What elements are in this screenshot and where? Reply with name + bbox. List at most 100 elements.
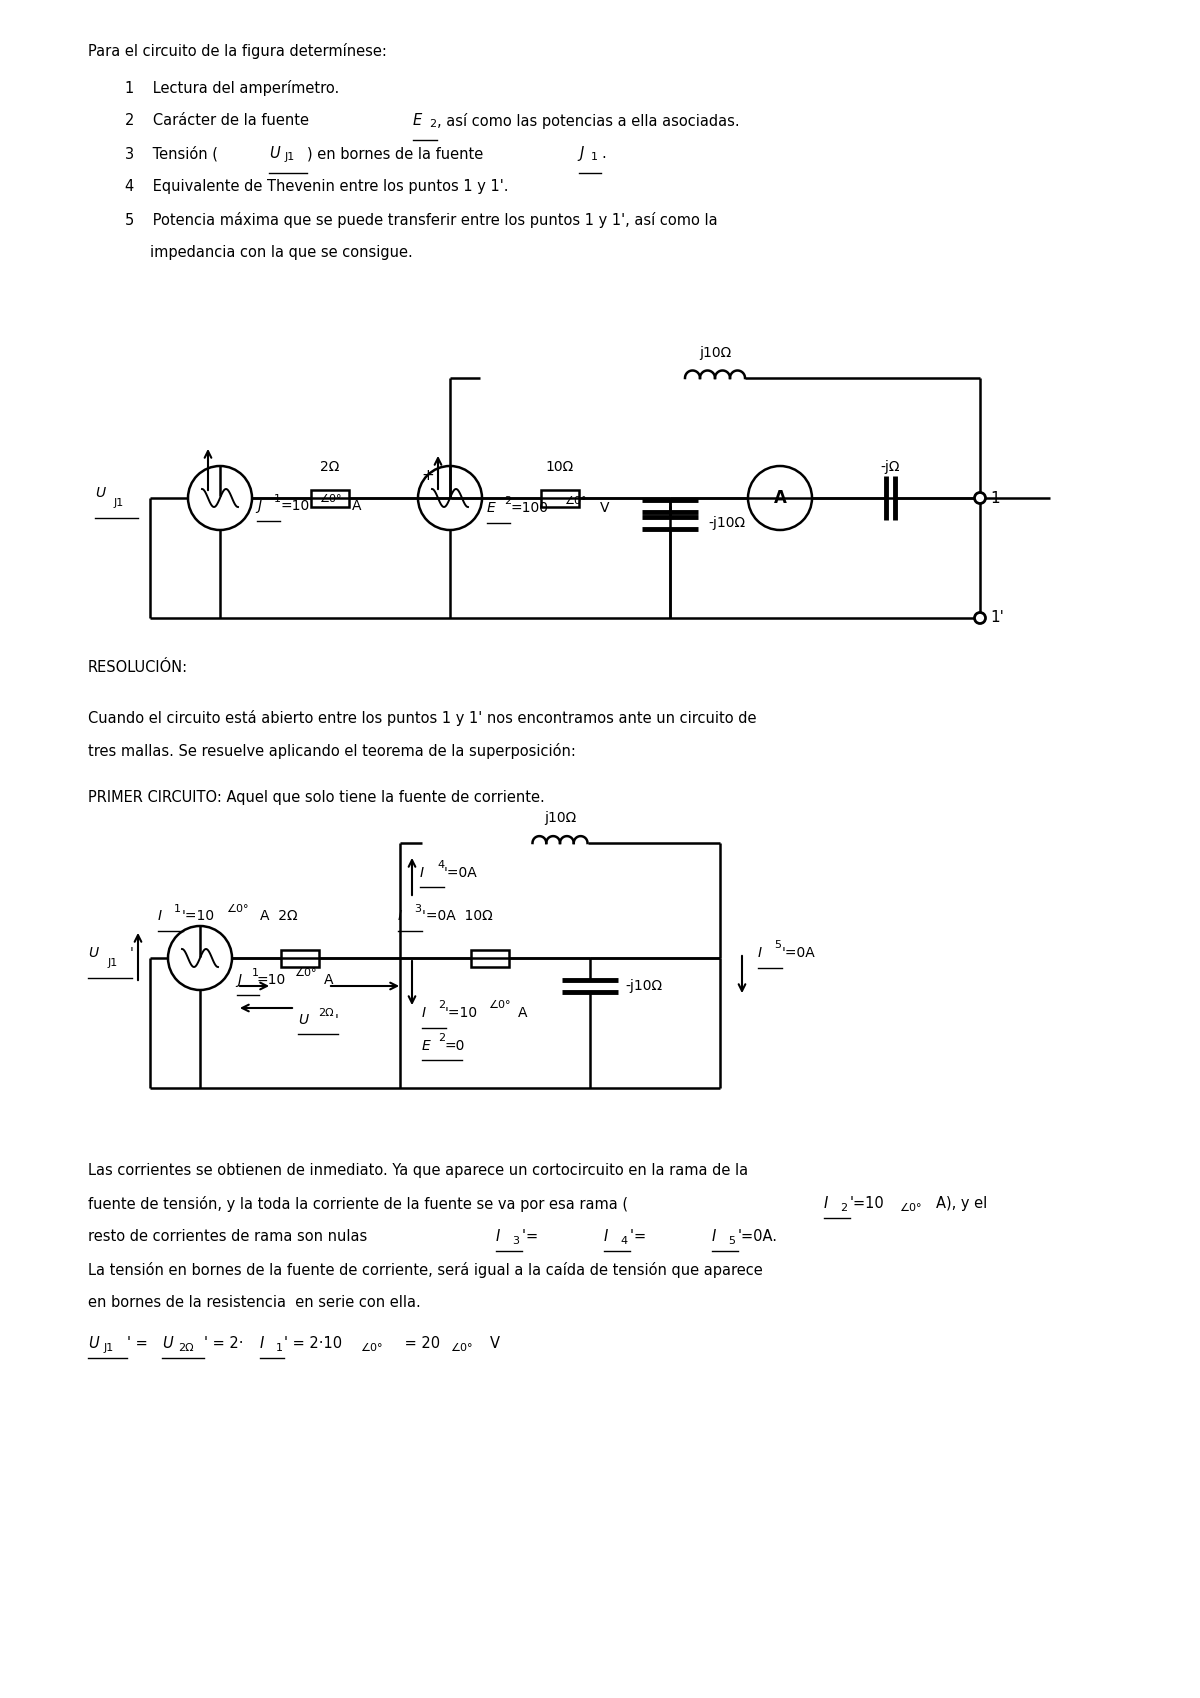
Text: 1: 1 xyxy=(990,491,1000,506)
Text: '=0A: '=0A xyxy=(782,946,816,959)
Text: '=10: '=10 xyxy=(445,1005,478,1020)
Text: =10: =10 xyxy=(280,499,310,513)
Text: ∠0°: ∠0° xyxy=(488,1000,510,1010)
Text: U: U xyxy=(88,1336,98,1352)
Text: ' =: ' = xyxy=(127,1336,152,1352)
Text: 4    Equivalente de Thevenin entre los puntos 1 y 1'.: 4 Equivalente de Thevenin entre los punt… xyxy=(125,178,509,194)
Text: RESOLUCIÓN:: RESOLUCIÓN: xyxy=(88,661,188,676)
Text: tres mallas. Se resuelve aplicando el teorema de la superposición:: tres mallas. Se resuelve aplicando el te… xyxy=(88,744,576,759)
Text: fuente de tensión, y la toda la corriente de la fuente se va por esa rama (: fuente de tensión, y la toda la corrient… xyxy=(88,1195,628,1212)
Text: I: I xyxy=(758,946,762,959)
Text: 1: 1 xyxy=(592,153,598,161)
Text: 1: 1 xyxy=(174,903,181,914)
Text: =0: =0 xyxy=(445,1039,466,1053)
Text: 1: 1 xyxy=(276,1343,283,1353)
Text: I: I xyxy=(422,1005,426,1020)
Text: en bornes de la resistencia  en serie con ella.: en bornes de la resistencia en serie con… xyxy=(88,1296,421,1309)
Circle shape xyxy=(974,492,985,504)
Text: ': ' xyxy=(130,946,134,959)
Text: I: I xyxy=(824,1195,828,1211)
Text: '=0A: '=0A xyxy=(444,866,478,880)
Text: 2: 2 xyxy=(438,1032,445,1043)
Text: V: V xyxy=(600,501,610,514)
Text: 10Ω: 10Ω xyxy=(546,460,574,474)
Text: I: I xyxy=(712,1229,716,1245)
Text: E: E xyxy=(422,1039,431,1053)
Text: I: I xyxy=(496,1229,500,1245)
Bar xyxy=(281,949,319,966)
Text: Las corrientes se obtienen de inmediato. Ya que aparece un cortocircuito en la r: Las corrientes se obtienen de inmediato.… xyxy=(88,1163,748,1178)
Text: .: . xyxy=(601,146,606,161)
Text: 1: 1 xyxy=(252,968,259,978)
Text: A: A xyxy=(324,973,334,987)
Text: ' = 2·10: ' = 2·10 xyxy=(284,1336,342,1352)
Text: 2: 2 xyxy=(840,1202,847,1212)
Text: 5: 5 xyxy=(728,1236,734,1246)
Text: resto de corrientes de rama son nulas: resto de corrientes de rama son nulas xyxy=(88,1229,372,1245)
Text: I: I xyxy=(420,866,424,880)
Text: V: V xyxy=(490,1336,500,1352)
Text: 3: 3 xyxy=(512,1236,520,1246)
Text: E: E xyxy=(487,501,496,514)
Text: 4: 4 xyxy=(437,859,444,869)
Text: J1: J1 xyxy=(114,498,125,508)
Text: -jΩ: -jΩ xyxy=(881,460,900,474)
Circle shape xyxy=(974,613,985,623)
Text: I: I xyxy=(260,1336,264,1352)
Bar xyxy=(470,949,509,966)
Text: J1: J1 xyxy=(104,1343,114,1353)
Text: U: U xyxy=(162,1336,173,1352)
Text: '=0A  10Ω: '=0A 10Ω xyxy=(422,908,493,924)
Text: '=: '= xyxy=(630,1229,650,1245)
Text: U: U xyxy=(298,1014,308,1027)
Text: 1': 1' xyxy=(990,611,1004,625)
Text: 2: 2 xyxy=(504,496,511,506)
Text: j10Ω: j10Ω xyxy=(544,812,576,825)
Text: 2: 2 xyxy=(430,119,436,129)
Text: ∠0°: ∠0° xyxy=(899,1202,922,1212)
Text: impedancia con la que se consigue.: impedancia con la que se consigue. xyxy=(150,245,413,260)
Bar xyxy=(541,489,578,506)
Text: I: I xyxy=(398,908,402,924)
Text: 3: 3 xyxy=(414,903,421,914)
Text: J: J xyxy=(257,499,262,513)
Text: J1: J1 xyxy=(286,153,295,161)
Text: ' = 2·: ' = 2· xyxy=(204,1336,244,1352)
Text: =100: =100 xyxy=(510,501,548,514)
Text: 1    Lectura del amperímetro.: 1 Lectura del amperímetro. xyxy=(125,80,340,97)
Text: 4: 4 xyxy=(620,1236,628,1246)
Text: I: I xyxy=(158,908,162,924)
Text: A  2Ω: A 2Ω xyxy=(260,908,298,924)
Text: E: E xyxy=(413,114,422,127)
Text: Cuando el circuito está abierto entre los puntos 1 y 1' nos encontramos ante un : Cuando el circuito está abierto entre lo… xyxy=(88,710,756,727)
Text: ∠0°: ∠0° xyxy=(360,1343,383,1353)
Text: U: U xyxy=(95,486,106,499)
Text: '=: '= xyxy=(522,1229,542,1245)
Text: A: A xyxy=(774,489,786,508)
Text: U: U xyxy=(88,946,98,959)
Text: La tensión en bornes de la fuente de corriente, será igual a la caída de tensión: La tensión en bornes de la fuente de cor… xyxy=(88,1262,763,1279)
Text: ) en bornes de la fuente: ) en bornes de la fuente xyxy=(307,146,488,161)
Text: 1: 1 xyxy=(274,494,281,504)
Text: , así como las potencias a ella asociadas.: , así como las potencias a ella asociada… xyxy=(437,114,739,129)
Text: +: + xyxy=(421,469,434,484)
Text: 3    Tensión (: 3 Tensión ( xyxy=(125,146,218,161)
Bar xyxy=(311,489,349,506)
Text: ': ' xyxy=(335,1014,338,1027)
Text: I: I xyxy=(604,1229,608,1245)
Text: A: A xyxy=(352,499,361,513)
Text: 5: 5 xyxy=(774,941,781,949)
Text: Para el circuito de la figura determínese:: Para el circuito de la figura determínes… xyxy=(88,42,386,59)
Text: -j10Ω: -j10Ω xyxy=(708,516,745,530)
Text: PRIMER CIRCUITO: Aquel que solo tiene la fuente de corriente.: PRIMER CIRCUITO: Aquel que solo tiene la… xyxy=(88,790,545,805)
Text: ∠0°: ∠0° xyxy=(319,494,342,504)
Text: 2    Carácter de la fuente: 2 Carácter de la fuente xyxy=(125,114,313,127)
Text: ∠0°: ∠0° xyxy=(226,903,248,914)
Text: -j10Ω: -j10Ω xyxy=(625,980,662,993)
Text: 5    Potencia máxima que se puede transferir entre los puntos 1 y 1', así como l: 5 Potencia máxima que se puede transferi… xyxy=(125,212,718,228)
Text: = 20: = 20 xyxy=(400,1336,440,1352)
Text: 2: 2 xyxy=(438,1000,445,1010)
Text: 2Ω: 2Ω xyxy=(320,460,340,474)
Text: '=0A.: '=0A. xyxy=(738,1229,778,1245)
Text: ∠0°: ∠0° xyxy=(294,968,317,978)
